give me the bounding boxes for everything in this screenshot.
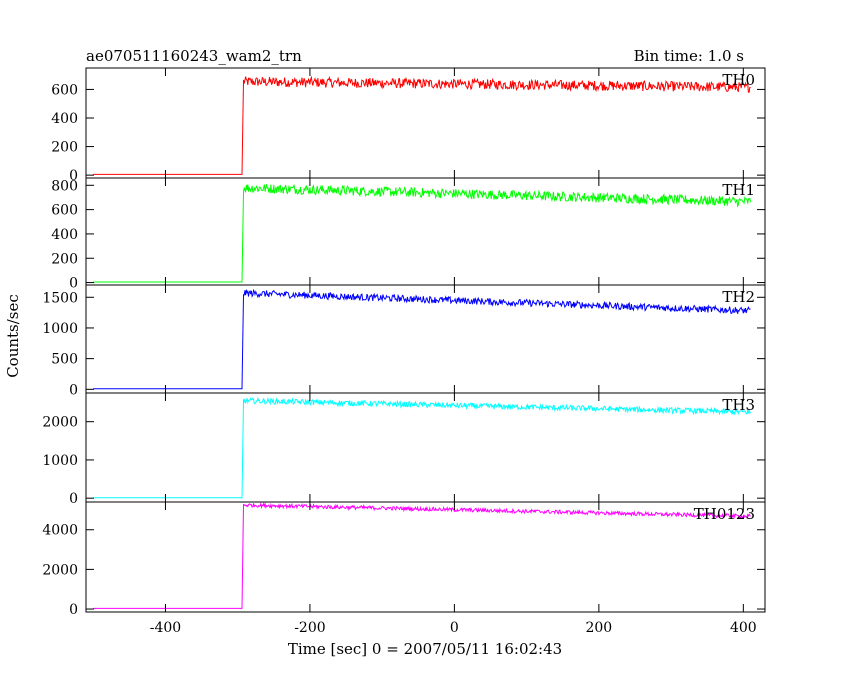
y-tick-label: 200 <box>51 251 78 267</box>
panel-frame <box>85 501 766 613</box>
y-tick-label: 400 <box>51 227 78 243</box>
series-line-th2 <box>93 288 751 390</box>
y-tick-label: 1500 <box>42 290 78 306</box>
x-tick-label: 200 <box>585 620 612 636</box>
panel-th3: 0 1000 2000 TH3 <box>42 392 766 507</box>
panel-label: TH1 <box>722 181 755 199</box>
x-tick-label: -400 <box>150 620 181 636</box>
y-tick-label: 400 <box>51 111 78 127</box>
panel-label: TH2 <box>722 288 755 306</box>
panel-th2: 0 500 1000 1500 TH2 <box>42 284 766 398</box>
panel-label: TH0123 <box>694 505 755 523</box>
x-axis: -400 -200 0 200 400 <box>150 620 757 636</box>
x-tick-label: -200 <box>294 620 325 636</box>
y-tick-label: 0 <box>69 276 78 292</box>
x-tick-label: 400 <box>730 620 757 636</box>
panel-frame <box>85 177 766 286</box>
y-tick-label: 0 <box>69 602 78 618</box>
y-tick-label: 2000 <box>42 562 78 578</box>
y-axis-label: Counts/sec <box>4 294 22 378</box>
series-line-th1 <box>93 183 752 283</box>
y-tick-label: 0 <box>69 382 78 398</box>
panel-th0: 0 200 400 600 TH0 <box>51 67 766 184</box>
series-line-th0 <box>93 75 751 175</box>
y-tick-label: 200 <box>51 140 78 156</box>
y-tick-label: 2000 <box>42 415 78 431</box>
y-tick-label: 1000 <box>42 321 78 337</box>
y-tick-label: 4000 <box>42 523 78 539</box>
y-tick-label: 1000 <box>42 453 78 469</box>
panel-th1: 0 200 400 600 800 TH1 <box>51 177 766 292</box>
panel-th0123: 0 2000 4000 TH0123 <box>42 501 766 618</box>
x-tick-label: 0 <box>450 620 459 636</box>
panel-frame <box>85 392 766 503</box>
y-tick-label: 500 <box>51 352 78 368</box>
series-line-th0123 <box>93 501 751 609</box>
series-line-th3 <box>93 396 752 499</box>
y-tick-label: 600 <box>51 82 78 98</box>
y-tick-label: 0 <box>69 168 78 184</box>
panel-label: TH3 <box>722 396 755 414</box>
chart-title: ae070511160243_wam2_trn <box>86 47 302 65</box>
bin-time-label: Bin time: 1.0 s <box>634 47 744 65</box>
panel-label: TH0 <box>722 71 755 89</box>
y-tick-label: 0 <box>69 491 78 507</box>
y-tick-label: 800 <box>51 178 78 194</box>
x-axis-label: Time [sec] 0 = 2007/05/11 16:02:43 <box>288 640 562 658</box>
panels-group: 0 200 400 600 TH0 0 200 400 600 800 TH1 0 500 1000 150… <box>42 67 766 618</box>
y-tick-label: 600 <box>51 203 78 219</box>
